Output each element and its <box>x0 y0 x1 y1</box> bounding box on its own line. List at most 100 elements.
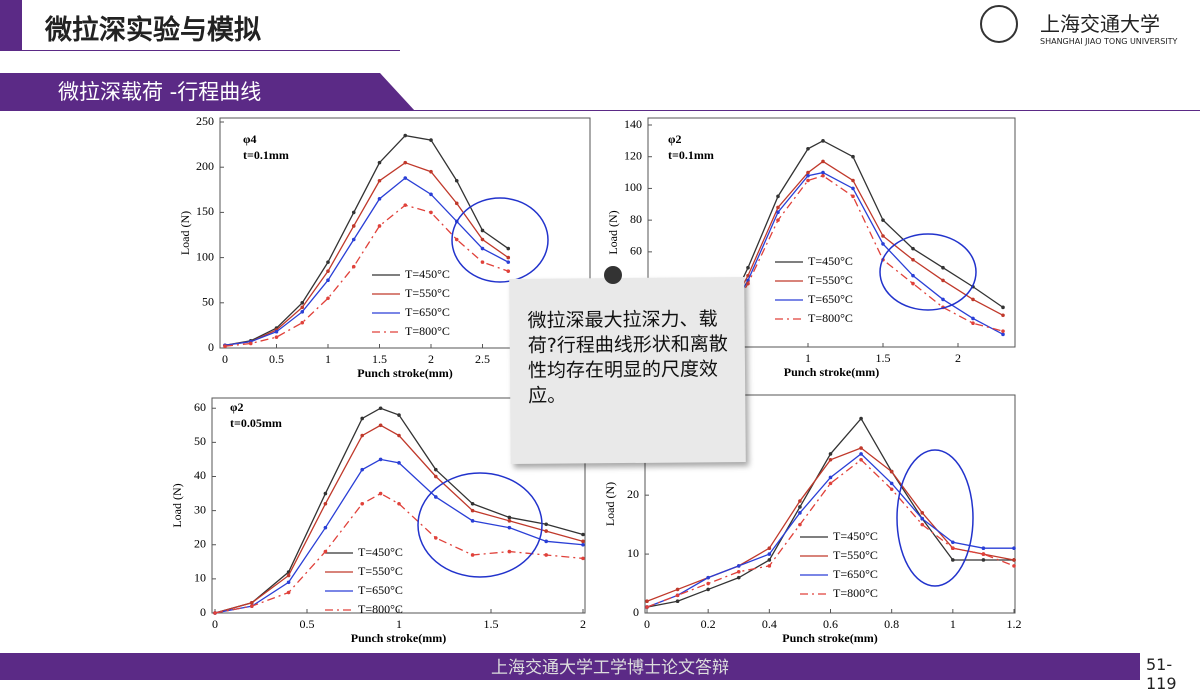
x-tick-label: 1.2 <box>1007 617 1022 631</box>
x-tick-label: 0.5 <box>300 617 315 631</box>
point <box>806 178 810 183</box>
point <box>941 265 945 270</box>
y-tick-label: 60 <box>194 400 206 414</box>
point <box>454 178 459 183</box>
x-tick-label: 0.8 <box>884 617 899 631</box>
x-tick-label: 0.6 <box>823 617 838 631</box>
point <box>776 218 780 222</box>
rule <box>0 50 400 51</box>
note: 微拉深最大拉深力、载荷?行程曲线形状和离散性均存在明显的尺度效应。 <box>509 276 746 465</box>
point <box>470 501 475 506</box>
point <box>507 519 512 523</box>
page-number: 51-119 <box>1146 655 1177 693</box>
legend-label: T=450°C <box>833 529 878 543</box>
point <box>911 246 915 251</box>
y-tick-label: 80 <box>630 212 642 226</box>
point <box>767 552 772 556</box>
point <box>480 237 485 242</box>
point <box>434 467 438 472</box>
annotation: φ2 <box>668 132 682 146</box>
y-tick-label: 60 <box>630 244 642 258</box>
legend-label: T=450°C <box>405 267 450 281</box>
legend-label: T=550°C <box>405 286 450 300</box>
point <box>851 154 855 159</box>
point <box>971 297 975 302</box>
legend-label: T=650°C <box>405 305 450 319</box>
point <box>1012 564 1016 568</box>
point <box>911 281 915 286</box>
point <box>776 194 780 199</box>
point <box>378 423 383 428</box>
point <box>981 546 986 550</box>
point <box>429 169 433 174</box>
point <box>429 210 433 215</box>
x-tick-label: 2 <box>428 352 434 366</box>
series-line <box>224 177 509 346</box>
y-axis-label: Load (N) <box>178 211 192 255</box>
legend-label: T=450°C <box>808 254 853 268</box>
point <box>706 587 710 592</box>
point <box>736 575 741 580</box>
annotation: φ2 <box>230 400 244 414</box>
point <box>981 558 986 562</box>
y-axis-label: Load (N) <box>603 482 617 526</box>
point <box>300 301 305 305</box>
point <box>213 611 217 615</box>
point <box>706 581 710 586</box>
x-tick-label: 2 <box>580 617 586 631</box>
point <box>821 139 825 143</box>
point <box>776 210 780 215</box>
point <box>645 599 649 604</box>
x-tick-label: 2 <box>955 351 961 365</box>
point <box>1001 332 1005 337</box>
point <box>951 558 955 562</box>
y-tick-label: 20 <box>627 487 639 501</box>
subtitle: 微拉深载荷 -行程曲线 <box>0 73 415 111</box>
point <box>403 176 408 180</box>
point <box>821 173 825 178</box>
legend-label: T=550°C <box>808 273 853 287</box>
y-tick-label: 250 <box>196 114 214 128</box>
x-axis-label: Punch stroke(mm) <box>784 365 879 379</box>
x-tick-label: 1 <box>325 352 331 366</box>
y-tick-label: 20 <box>194 536 206 550</box>
point <box>454 237 459 242</box>
point <box>507 525 512 530</box>
annotation: t=0.05mm <box>230 416 282 430</box>
highlight <box>879 233 977 311</box>
y-tick-label: 50 <box>202 295 214 309</box>
point <box>798 522 802 527</box>
point <box>397 461 401 465</box>
point <box>378 457 383 462</box>
point <box>326 278 330 283</box>
point <box>776 205 780 210</box>
point <box>326 269 330 273</box>
series-line <box>717 140 1004 332</box>
point <box>706 575 710 580</box>
point <box>581 542 585 547</box>
x-tick-label: 1.5 <box>372 352 387 366</box>
point <box>300 320 305 325</box>
legend-label: T=650°C <box>808 292 853 306</box>
point <box>821 159 825 164</box>
point <box>920 516 925 521</box>
point <box>1012 558 1016 562</box>
point <box>480 228 485 233</box>
x-tick-label: 1.5 <box>876 351 891 365</box>
point <box>859 452 863 456</box>
point <box>506 246 511 251</box>
point <box>911 273 915 278</box>
point <box>323 525 328 530</box>
point <box>889 481 894 486</box>
point <box>429 192 433 197</box>
series-line <box>717 171 1004 335</box>
y-tick-label: 0 <box>208 340 214 354</box>
y-tick-label: 0 <box>633 605 639 619</box>
point <box>250 600 254 605</box>
series-line <box>717 160 1004 332</box>
point <box>981 552 986 556</box>
series-line <box>214 458 584 614</box>
point <box>889 469 894 474</box>
point <box>378 406 383 411</box>
point <box>360 501 365 506</box>
